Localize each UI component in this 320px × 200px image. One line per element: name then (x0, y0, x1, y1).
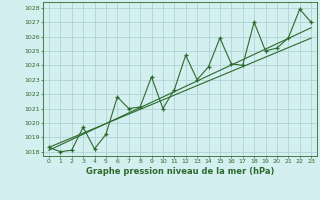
X-axis label: Graphe pression niveau de la mer (hPa): Graphe pression niveau de la mer (hPa) (86, 167, 274, 176)
